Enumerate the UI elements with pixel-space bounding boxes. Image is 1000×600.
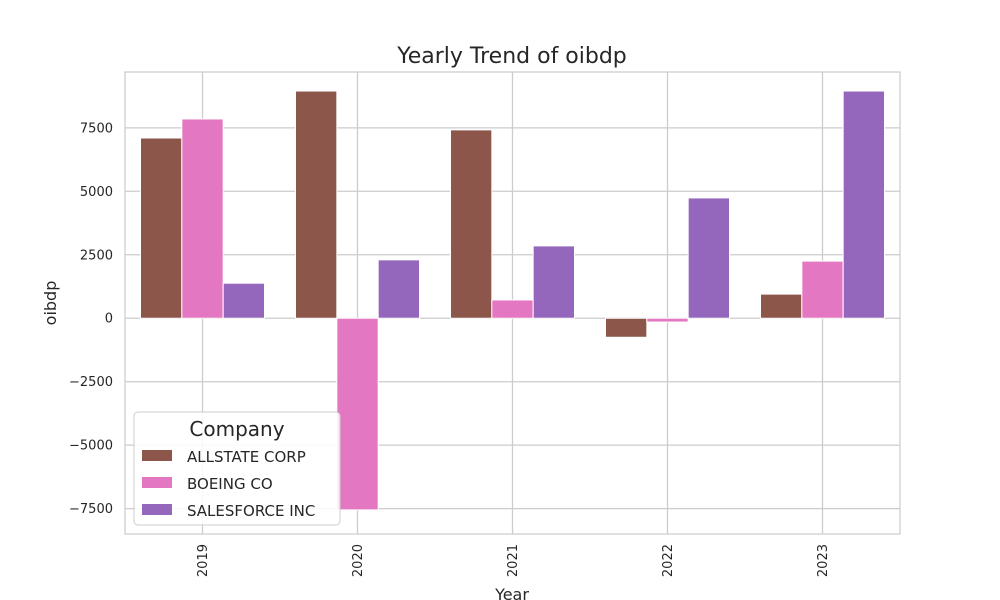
y-tick-label: 0 <box>105 312 113 327</box>
bar-salesforce-inc-2020 <box>377 259 420 319</box>
bar-salesforce-inc-2023 <box>842 90 886 319</box>
y-tick-label: −2500 <box>69 375 113 390</box>
bar-salesforce-inc-2021 <box>532 245 576 319</box>
bar-allstate-corp-2022 <box>605 317 648 338</box>
legend-swatch <box>142 477 172 488</box>
bar-boeing-co-2020 <box>336 317 379 511</box>
legend-label: SALESFORCE INC <box>187 502 315 520</box>
plot-frame <box>124 71 901 535</box>
legend-title: Company <box>189 417 284 441</box>
y-tick-label: −5000 <box>69 439 113 454</box>
bar-salesforce-inc-2019 <box>222 282 266 319</box>
chart-title: Yearly Trend of oibdp <box>396 44 627 69</box>
legend-label: ALLSTATE CORP <box>187 448 306 466</box>
x-axis-label: Year <box>494 585 529 600</box>
bar-boeing-co-2021 <box>491 299 534 319</box>
y-tick-label: 2500 <box>80 248 113 263</box>
bar-boeing-co-2019 <box>181 118 224 319</box>
x-tick-label: 2022 <box>661 544 676 577</box>
bar-boeing-co-2022 <box>646 317 689 323</box>
x-tick-labels: 2019 2020 2021 2022 2023 <box>196 544 831 577</box>
bar-boeing-co-2023 <box>801 260 844 319</box>
legend: Company ALLSTATE CORP BOEING CO SALESFORCE… <box>133 411 341 526</box>
x-tick-label: 2020 <box>351 544 366 577</box>
legend-items: ALLSTATE CORP BOEING CO SALESFORCE INC <box>142 448 315 520</box>
y-tick-label: 7500 <box>80 121 113 136</box>
legend-box <box>133 411 341 526</box>
bars <box>140 90 886 511</box>
bar-salesforce-inc-2022 <box>687 197 731 319</box>
bar-allstate-corp-2019 <box>140 137 183 319</box>
bar-allstate-corp-2021 <box>450 129 493 319</box>
legend-label: BOEING CO <box>187 475 273 493</box>
y-axis-label: oibdp <box>41 281 60 326</box>
bar-allstate-corp-2020 <box>295 90 338 319</box>
legend-swatch <box>142 504 172 515</box>
x-tick-label: 2019 <box>196 544 211 577</box>
bar-allstate-corp-2023 <box>760 293 803 319</box>
x-tick-label: 2021 <box>506 544 521 577</box>
y-tick-label: −7500 <box>69 502 113 517</box>
y-tick-labels: −7500 −5000 −2500 0 2500 5000 7500 <box>69 121 113 517</box>
x-tick-label: 2023 <box>816 544 831 577</box>
legend-swatch <box>142 450 172 461</box>
y-tick-label: 5000 <box>80 185 113 200</box>
